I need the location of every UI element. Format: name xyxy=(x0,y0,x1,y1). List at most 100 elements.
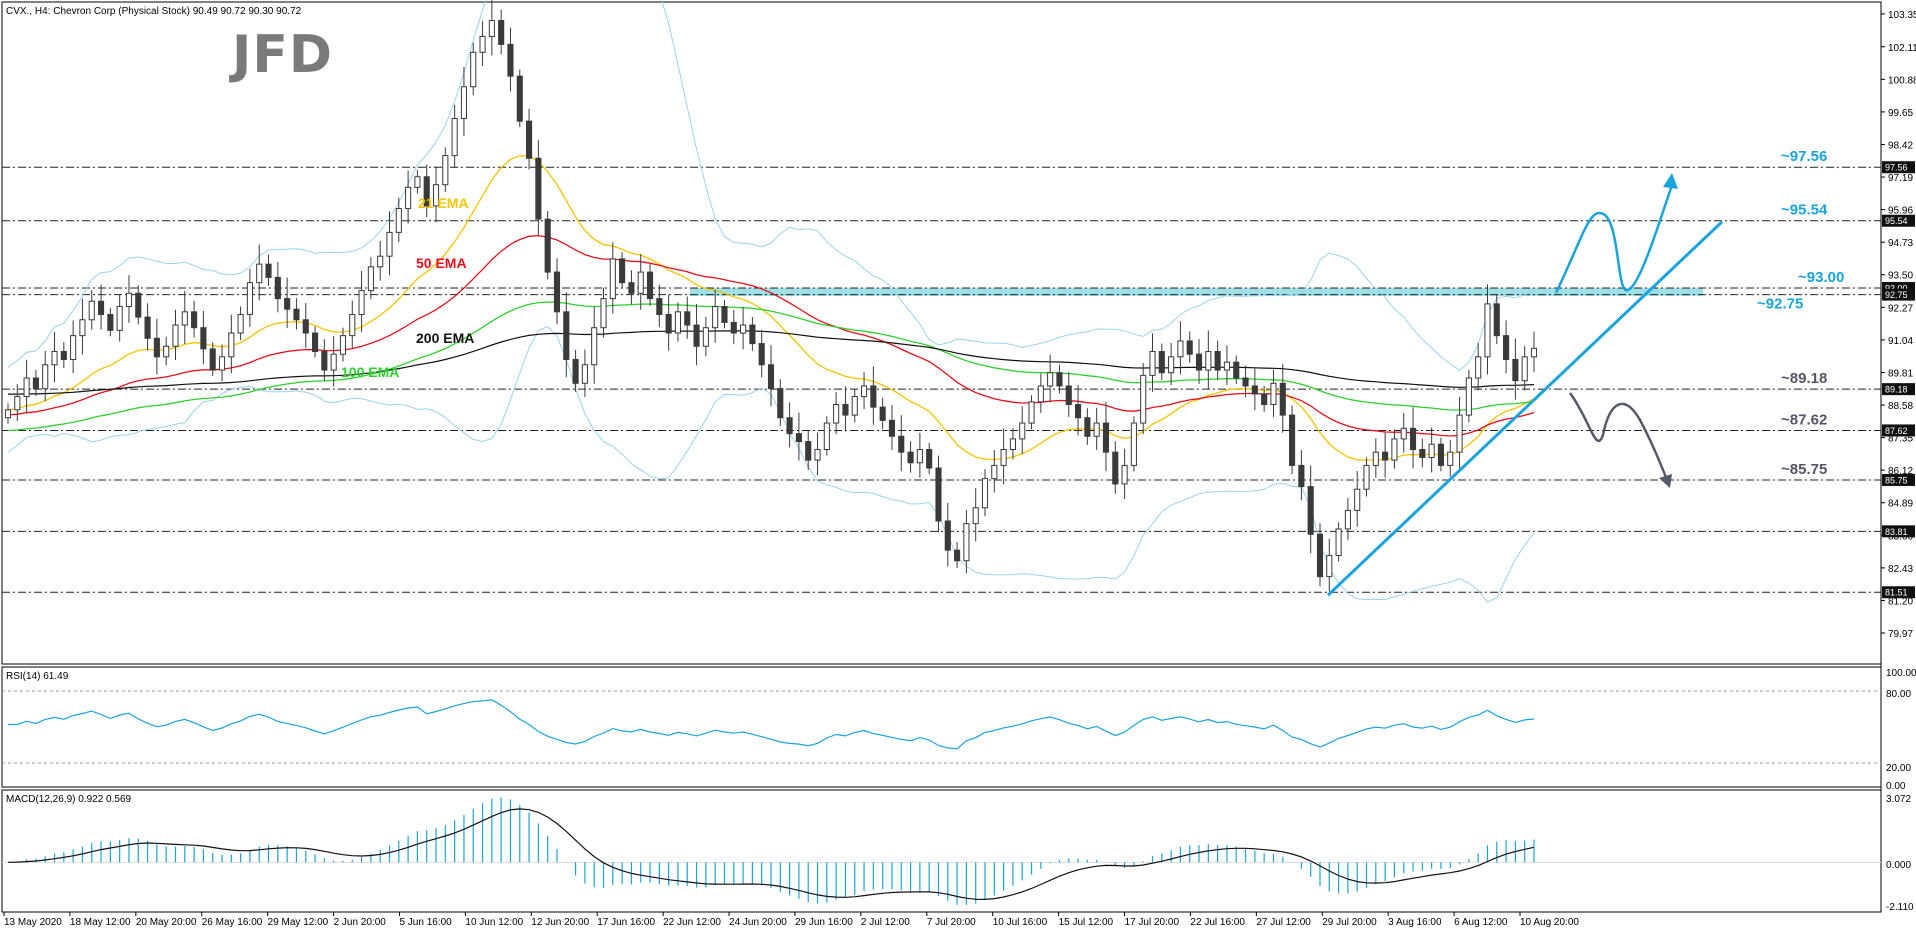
candle-down xyxy=(1214,351,1221,371)
candle-up xyxy=(442,155,449,186)
level-tag-label: 83.81 xyxy=(1885,527,1908,537)
candle-up xyxy=(712,306,719,329)
candle-up xyxy=(609,258,616,300)
candle-up xyxy=(14,396,21,411)
candle-up xyxy=(1354,488,1361,511)
candle-up xyxy=(256,263,263,284)
candle-up xyxy=(330,353,337,371)
candle-down xyxy=(646,271,654,300)
ema100-line xyxy=(7,301,1535,432)
time-axis-label: 15 Jul 12:00 xyxy=(1059,917,1114,928)
candle-down xyxy=(1437,443,1445,466)
candle-down xyxy=(1512,358,1519,382)
candle-down xyxy=(767,364,775,390)
price-axis-label: 94.73 xyxy=(1888,238,1913,249)
candle-up xyxy=(1047,372,1054,387)
candle-down xyxy=(730,321,737,334)
level-tag-box xyxy=(1882,383,1915,396)
ema-label-2: 200 EMA xyxy=(416,330,474,346)
candle-down xyxy=(321,351,328,371)
candle-down xyxy=(507,43,514,77)
time-axis-label: 13 May 2020 xyxy=(4,917,62,928)
main-panel-frame xyxy=(1,1,1882,665)
price-axis-label: 89.81 xyxy=(1888,368,1913,379)
candle-down xyxy=(60,351,67,360)
time-axis-label: 2 Jul 12:00 xyxy=(861,917,910,928)
candle-up xyxy=(600,298,607,329)
candle-up xyxy=(860,385,868,398)
rsi-line xyxy=(8,699,1535,750)
candle-up xyxy=(591,327,598,366)
candle-up xyxy=(1000,449,1007,466)
candle-down xyxy=(553,271,561,313)
candle-down xyxy=(1056,372,1063,387)
time-axis-label: 20 May 20:00 xyxy=(136,917,197,928)
level-tag-label: 93.00 xyxy=(1885,283,1908,293)
candle-up xyxy=(349,313,356,337)
candle-down xyxy=(293,308,300,321)
candle-up xyxy=(1391,438,1398,461)
level-annotation-2: ~93.00 xyxy=(1798,269,1844,286)
price-axis-label: 99.65 xyxy=(1888,108,1913,119)
candle-up xyxy=(70,335,77,360)
time-axis-label: 22 Jul 16:00 xyxy=(1190,917,1245,928)
candle-up xyxy=(4,409,12,419)
candle-down xyxy=(693,324,700,347)
candle-up xyxy=(581,364,588,384)
time-axis-label: 12 Jun 20:00 xyxy=(531,917,589,928)
candle-down xyxy=(107,313,114,331)
time-axis-label: 10 Jul 16:00 xyxy=(993,917,1048,928)
rsi-axis-0: 0.00 xyxy=(1886,781,1906,792)
ema-label-3: 100 EMA xyxy=(341,364,399,380)
candle-up xyxy=(460,86,467,120)
candle-up xyxy=(181,311,188,326)
candle-up xyxy=(432,184,440,207)
candle-up xyxy=(1130,422,1137,466)
candle-down xyxy=(935,467,942,522)
level-annotation-3: ~92.75 xyxy=(1757,296,1803,313)
candle-up xyxy=(1270,382,1277,405)
candle-down xyxy=(209,348,216,371)
candle-up xyxy=(702,327,709,347)
candle-up xyxy=(972,507,979,525)
candle-up xyxy=(377,255,384,268)
price-axis-label: 95.96 xyxy=(1888,206,1913,217)
time-axis-label: 29 Jun 16:00 xyxy=(795,917,853,928)
candle-up xyxy=(23,377,30,398)
candle-up xyxy=(1140,374,1147,424)
candle-down xyxy=(1112,451,1119,485)
candle-down xyxy=(656,298,663,315)
candle-down xyxy=(423,176,430,207)
candle-down xyxy=(805,441,812,461)
candle-down xyxy=(1307,486,1314,535)
candle-down xyxy=(1409,427,1417,451)
ema-label-1: 50 EMA xyxy=(416,255,467,271)
candle-down xyxy=(1102,422,1110,453)
candle-up xyxy=(125,292,133,308)
candle-up xyxy=(1177,340,1184,358)
candle-up xyxy=(1019,422,1026,440)
time-axis-label: 29 Jul 20:00 xyxy=(1322,917,1377,928)
time-axis-label: 17 Jul 20:00 xyxy=(1125,917,1180,928)
candle-up xyxy=(488,20,495,37)
candle-up xyxy=(963,523,970,562)
macd-axis-top: 3.072 xyxy=(1886,794,1911,805)
time-axis-label: 7 Jul 20:00 xyxy=(927,917,976,928)
uptrend-line xyxy=(1326,220,1724,597)
candle-down xyxy=(1084,417,1091,437)
candle-down xyxy=(1493,303,1500,337)
price-axis-label: 84.89 xyxy=(1888,499,1913,510)
price-axis-label: 88.58 xyxy=(1888,401,1913,412)
price-axis-label: 97.19 xyxy=(1888,173,1913,184)
candle-up xyxy=(1168,356,1175,374)
candle-up xyxy=(1465,377,1472,416)
ema200-line xyxy=(8,330,1535,395)
candle-down xyxy=(544,218,551,273)
candle-up xyxy=(163,345,170,358)
candle-up xyxy=(814,449,821,461)
level-annotation-6: ~85.75 xyxy=(1781,461,1827,478)
candle-up xyxy=(1363,464,1370,490)
candle-up xyxy=(1428,443,1435,458)
candle-up xyxy=(637,271,644,294)
candle-down xyxy=(572,358,579,384)
